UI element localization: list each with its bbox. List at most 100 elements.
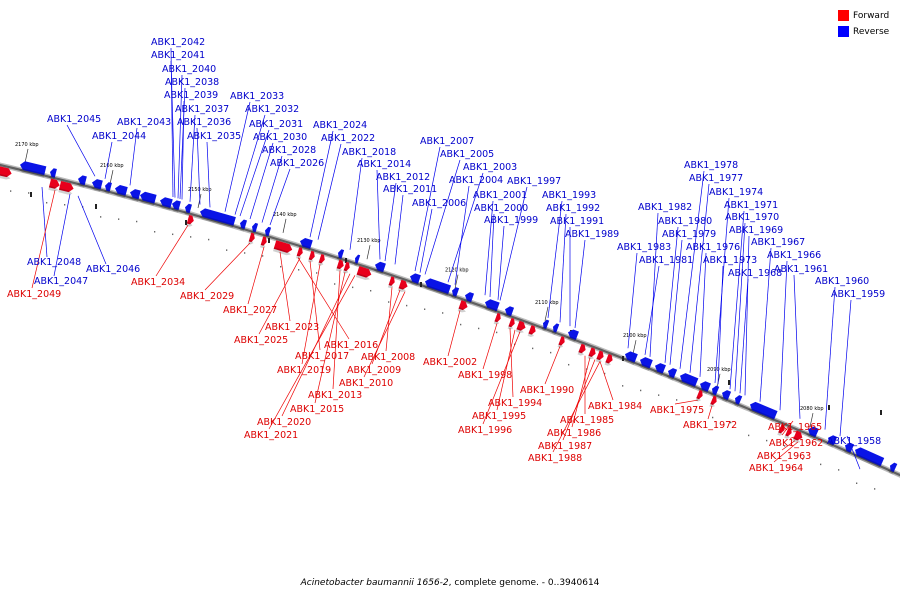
reverse-gene-arrow[interactable] bbox=[76, 175, 87, 188]
reverse-gene-arrow[interactable] bbox=[298, 237, 313, 252]
reverse-gene-arrow[interactable] bbox=[238, 219, 248, 232]
reverse-gene-arrow[interactable] bbox=[541, 319, 550, 332]
forward-gene-label[interactable]: ABK1_1964 bbox=[749, 463, 803, 474]
reverse-gene-label[interactable]: ABK1_2030 bbox=[253, 132, 307, 143]
reverse-gene-arrow[interactable] bbox=[483, 298, 500, 314]
reverse-gene-arrow[interactable] bbox=[551, 323, 560, 336]
reverse-gene-arrow[interactable] bbox=[852, 446, 885, 469]
forward-gene-arrow[interactable] bbox=[709, 395, 718, 409]
reverse-gene-arrow[interactable] bbox=[665, 367, 678, 381]
reverse-gene-label[interactable]: ABK1_1979 bbox=[662, 229, 716, 240]
forward-gene-label[interactable]: ABK1_2017 bbox=[295, 351, 349, 362]
forward-gene-label[interactable]: ABK1_2020 bbox=[257, 417, 311, 428]
reverse-gene-label[interactable]: ABK1_2024 bbox=[313, 120, 367, 131]
reverse-gene-arrow[interactable] bbox=[887, 462, 898, 475]
forward-gene-arrow[interactable] bbox=[457, 300, 469, 313]
reverse-gene-arrow[interactable] bbox=[113, 184, 128, 199]
forward-gene-arrow[interactable] bbox=[527, 325, 538, 338]
forward-gene-label[interactable]: ABK1_1986 bbox=[547, 428, 601, 439]
reverse-gene-arrow[interactable] bbox=[697, 380, 711, 395]
forward-gene-arrow[interactable] bbox=[248, 232, 256, 245]
forward-gene-label[interactable]: ABK1_1987 bbox=[538, 441, 592, 452]
reverse-gene-arrow[interactable] bbox=[128, 188, 141, 202]
forward-gene-label[interactable]: ABK1_2016 bbox=[324, 340, 378, 351]
forward-gene-label[interactable]: ABK1_2015 bbox=[290, 404, 344, 415]
reverse-gene-label[interactable]: ABK1_2037 bbox=[175, 104, 229, 115]
reverse-gene-label[interactable]: ABK1_1967 bbox=[751, 237, 805, 248]
reverse-gene-arrow[interactable] bbox=[90, 178, 103, 192]
forward-gene-arrow[interactable] bbox=[335, 259, 345, 273]
reverse-gene-label[interactable]: ABK1_2000 bbox=[474, 203, 528, 214]
forward-gene-arrow[interactable] bbox=[397, 279, 409, 293]
reverse-gene-arrow[interactable] bbox=[103, 181, 112, 195]
reverse-gene-label[interactable]: ABK1_1966 bbox=[767, 250, 821, 261]
forward-gene-label[interactable]: ABK1_1995 bbox=[472, 411, 526, 422]
forward-gene-arrow[interactable] bbox=[342, 261, 351, 274]
forward-gene-arrow[interactable] bbox=[557, 336, 567, 348]
forward-gene-label[interactable]: ABK1_2027 bbox=[223, 305, 277, 316]
forward-gene-arrow[interactable] bbox=[48, 178, 60, 193]
forward-gene-label[interactable]: ABK1_2013 bbox=[308, 390, 362, 401]
reverse-gene-label[interactable]: ABK1_2040 bbox=[162, 64, 216, 75]
forward-gene-arrow[interactable] bbox=[587, 347, 598, 360]
forward-gene-arrow[interactable] bbox=[792, 430, 804, 444]
reverse-gene-arrow[interactable] bbox=[170, 199, 181, 213]
reverse-gene-label[interactable]: ABK1_1973 bbox=[703, 255, 757, 266]
forward-gene-arrow[interactable] bbox=[387, 276, 396, 289]
reverse-gene-arrow[interactable] bbox=[48, 168, 57, 181]
reverse-gene-label[interactable]: ABK1_1961 bbox=[774, 264, 828, 275]
reverse-gene-arrow[interactable] bbox=[450, 286, 460, 300]
reverse-gene-arrow[interactable] bbox=[263, 226, 272, 239]
reverse-gene-arrow[interactable] bbox=[18, 160, 47, 178]
forward-gene-label[interactable]: ABK1_1985 bbox=[560, 415, 614, 426]
forward-gene-arrow[interactable] bbox=[507, 317, 517, 330]
reverse-gene-label[interactable]: ABK1_1959 bbox=[831, 289, 885, 300]
reverse-gene-label[interactable]: ABK1_1969 bbox=[729, 225, 783, 236]
forward-gene-arrow[interactable] bbox=[784, 427, 793, 440]
reverse-gene-label[interactable]: ABK1_2001 bbox=[473, 190, 527, 201]
forward-gene-label[interactable]: ABK1_2025 bbox=[234, 335, 288, 346]
forward-gene-arrow[interactable] bbox=[295, 247, 304, 259]
reverse-gene-arrow[interactable] bbox=[652, 362, 666, 376]
reverse-gene-arrow[interactable] bbox=[637, 356, 653, 371]
reverse-gene-label[interactable]: ABK1_2041 bbox=[151, 50, 205, 61]
reverse-gene-label[interactable]: ABK1_1981 bbox=[639, 255, 693, 266]
forward-gene-label[interactable]: ABK1_2009 bbox=[347, 365, 401, 376]
reverse-gene-label[interactable]: ABK1_1999 bbox=[484, 215, 538, 226]
forward-gene-arrow[interactable] bbox=[577, 343, 588, 357]
forward-gene-label[interactable]: ABK1_1996 bbox=[458, 425, 512, 436]
forward-gene-arrow[interactable] bbox=[317, 254, 326, 266]
forward-gene-label[interactable]: ABK1_1994 bbox=[488, 398, 542, 409]
reverse-gene-label[interactable]: ABK1_2007 bbox=[420, 136, 474, 147]
reverse-gene-label[interactable]: ABK1_1974 bbox=[709, 187, 763, 198]
forward-gene-label[interactable]: ABK1_2029 bbox=[180, 291, 234, 302]
forward-gene-label[interactable]: ABK1_2049 bbox=[7, 289, 61, 300]
forward-gene-arrow[interactable] bbox=[515, 320, 527, 335]
reverse-gene-label[interactable]: ABK1_2043 bbox=[117, 117, 171, 128]
reverse-gene-arrow[interactable] bbox=[423, 277, 452, 297]
reverse-gene-label[interactable]: ABK1_2048 bbox=[27, 257, 81, 268]
reverse-gene-arrow[interactable] bbox=[158, 196, 173, 211]
forward-gene-label[interactable]: ABK1_1962 bbox=[769, 438, 823, 449]
reverse-gene-label[interactable]: ABK1_1983 bbox=[617, 242, 671, 253]
reverse-gene-label[interactable]: ABK1_2036 bbox=[177, 117, 231, 128]
reverse-gene-label[interactable]: ABK1_2035 bbox=[187, 131, 241, 142]
reverse-gene-label[interactable]: ABK1_1977 bbox=[689, 173, 743, 184]
reverse-gene-label[interactable]: ABK1_2006 bbox=[412, 198, 466, 209]
reverse-gene-label[interactable]: ABK1_1991 bbox=[550, 216, 604, 227]
reverse-gene-arrow[interactable] bbox=[336, 249, 345, 262]
reverse-gene-label[interactable]: ABK1_2011 bbox=[383, 184, 437, 195]
reverse-gene-arrow[interactable] bbox=[138, 191, 157, 206]
reverse-gene-label[interactable]: ABK1_2005 bbox=[440, 149, 494, 160]
forward-gene-label[interactable]: ABK1_1972 bbox=[683, 420, 737, 431]
forward-gene-label[interactable]: ABK1_2021 bbox=[244, 430, 298, 441]
forward-gene-arrow[interactable] bbox=[186, 214, 195, 228]
reverse-gene-arrow[interactable] bbox=[183, 203, 192, 216]
reverse-gene-arrow[interactable] bbox=[463, 291, 475, 305]
reverse-gene-label[interactable]: ABK1_2031 bbox=[249, 119, 303, 130]
forward-gene-arrow[interactable] bbox=[777, 424, 786, 437]
reverse-gene-label[interactable]: ABK1_2032 bbox=[245, 104, 299, 115]
reverse-gene-arrow[interactable] bbox=[622, 350, 638, 365]
forward-gene-arrow[interactable] bbox=[695, 389, 704, 403]
reverse-gene-arrow[interactable] bbox=[250, 222, 259, 235]
